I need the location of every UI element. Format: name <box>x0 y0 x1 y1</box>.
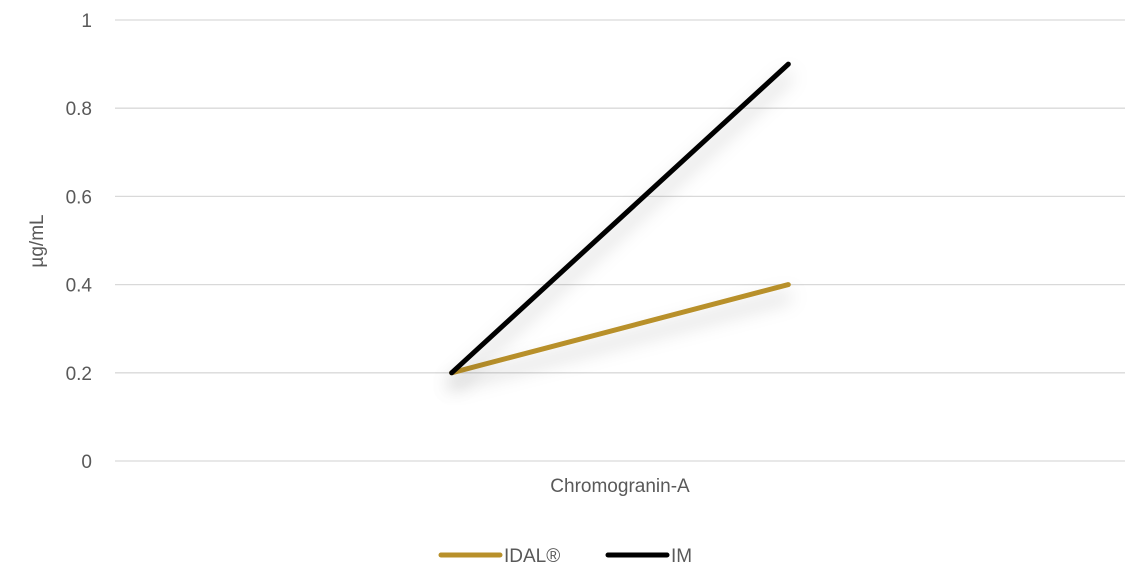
y-tick-label: 0.2 <box>66 364 92 385</box>
gridlines <box>115 19 1125 462</box>
series-line-im <box>449 61 791 376</box>
legend-label-idal: IDAL® <box>504 546 560 567</box>
y-tick-label: 0.8 <box>66 99 92 120</box>
legend-label-im: IM <box>671 546 692 567</box>
x-axis-category-label: Chromogranin-A <box>550 476 690 497</box>
series-lines <box>449 61 791 376</box>
y-tick-label: 0 <box>81 452 92 473</box>
legend: IDAL® IM <box>438 546 692 567</box>
y-axis-ticks: 0 0.2 0.4 0.6 0.8 1 <box>66 11 93 473</box>
y-tick-label: 0.6 <box>66 187 92 208</box>
y-axis-title: µg/mL <box>27 214 48 267</box>
y-tick-label: 0.4 <box>66 276 93 297</box>
y-tick-label: 1 <box>81 11 92 32</box>
series-line-idal <box>449 282 791 376</box>
